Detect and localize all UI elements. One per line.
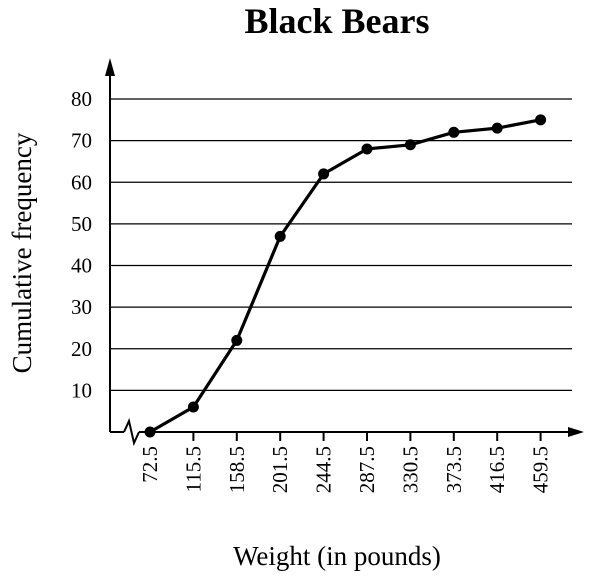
y-tick-label: 80: [71, 87, 92, 111]
data-point: [448, 126, 460, 138]
x-tick-label: 244.5: [312, 446, 336, 493]
data-point: [144, 426, 156, 438]
data-point: [404, 139, 416, 151]
x-tick-label: 287.5: [355, 446, 379, 493]
x-tick-label: 115.5: [181, 446, 205, 492]
axes: [105, 58, 584, 447]
x-tick-label: 330.5: [398, 446, 422, 493]
data-point: [491, 122, 503, 134]
y-tick-label: 30: [71, 295, 92, 319]
chart-title: Black Bears: [245, 1, 430, 41]
data-point: [187, 401, 199, 413]
y-tick-label: 60: [71, 170, 92, 194]
data-point: [231, 334, 243, 346]
x-tick-label: 201.5: [268, 446, 292, 493]
data-point: [274, 230, 286, 242]
x-axis-break: [123, 417, 140, 447]
x-axis-label: Weight (in pounds): [233, 541, 441, 571]
y-axis-arrowhead: [105, 58, 115, 76]
y-tick-label: 70: [71, 129, 92, 153]
y-tick-label: 50: [71, 212, 92, 236]
y-axis-label: Cumulative frequency: [7, 132, 37, 373]
x-tick-label: 459.5: [529, 446, 553, 493]
x-tick-labels: 72.5 115.5 158.5 201.5 244.5 287.5 330.5 373.5 4…: [138, 446, 553, 493]
gridlines: [110, 98, 572, 392]
data-point: [361, 143, 373, 155]
y-tick-labels: 10 20 30 40 50 60 70 80: [71, 87, 92, 402]
y-tick-label: 10: [71, 378, 92, 402]
y-tick-label: 20: [71, 337, 92, 361]
x-tick-label: 158.5: [225, 446, 249, 493]
series: [144, 114, 547, 438]
x-axis-arrowhead: [568, 427, 584, 437]
data-point: [318, 168, 330, 180]
y-tick-label: 40: [71, 254, 92, 278]
data-point: [535, 114, 547, 126]
x-tick-label: 72.5: [138, 446, 162, 483]
x-tick-label: 416.5: [485, 446, 509, 493]
ogive-line: [149, 118, 541, 434]
x-tick-label: 373.5: [442, 446, 466, 493]
